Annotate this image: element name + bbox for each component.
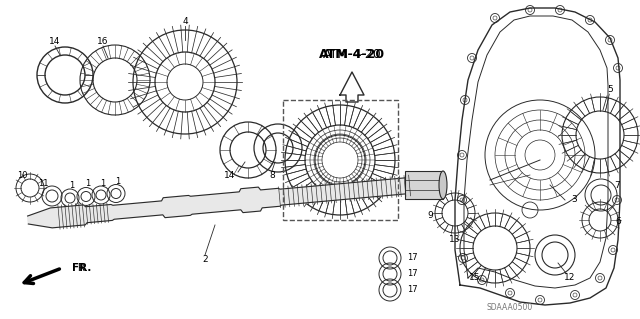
Text: 1: 1 <box>100 179 106 188</box>
Text: 10: 10 <box>17 170 28 180</box>
Text: 3: 3 <box>571 196 577 204</box>
Polygon shape <box>28 177 415 228</box>
Text: 6: 6 <box>615 218 621 226</box>
Text: 7: 7 <box>614 181 620 189</box>
Text: 1: 1 <box>115 177 120 187</box>
Bar <box>405 171 443 199</box>
Text: FR.: FR. <box>72 263 92 273</box>
Ellipse shape <box>439 171 447 199</box>
Text: 14: 14 <box>49 38 61 47</box>
Text: FR.: FR. <box>72 263 88 273</box>
Text: 17: 17 <box>406 254 417 263</box>
Text: 15: 15 <box>469 273 481 283</box>
Text: 2: 2 <box>202 256 208 264</box>
Text: SDAAA0500: SDAAA0500 <box>487 303 533 313</box>
Text: 17: 17 <box>406 270 417 278</box>
Text: 17: 17 <box>406 286 417 294</box>
Text: 14: 14 <box>224 170 236 180</box>
Bar <box>282 100 397 220</box>
Text: ATM-4-20: ATM-4-20 <box>319 48 385 62</box>
Text: 4: 4 <box>182 18 188 26</box>
Text: 16: 16 <box>97 38 109 47</box>
Text: 1: 1 <box>85 180 91 189</box>
Text: 5: 5 <box>607 85 613 94</box>
Text: 13: 13 <box>449 235 461 244</box>
Text: 12: 12 <box>564 273 576 283</box>
Text: 9: 9 <box>427 211 433 219</box>
Text: 11: 11 <box>38 179 48 188</box>
Text: ATM-4-20: ATM-4-20 <box>323 48 381 62</box>
Text: 1: 1 <box>69 181 75 189</box>
Text: 8: 8 <box>269 170 275 180</box>
